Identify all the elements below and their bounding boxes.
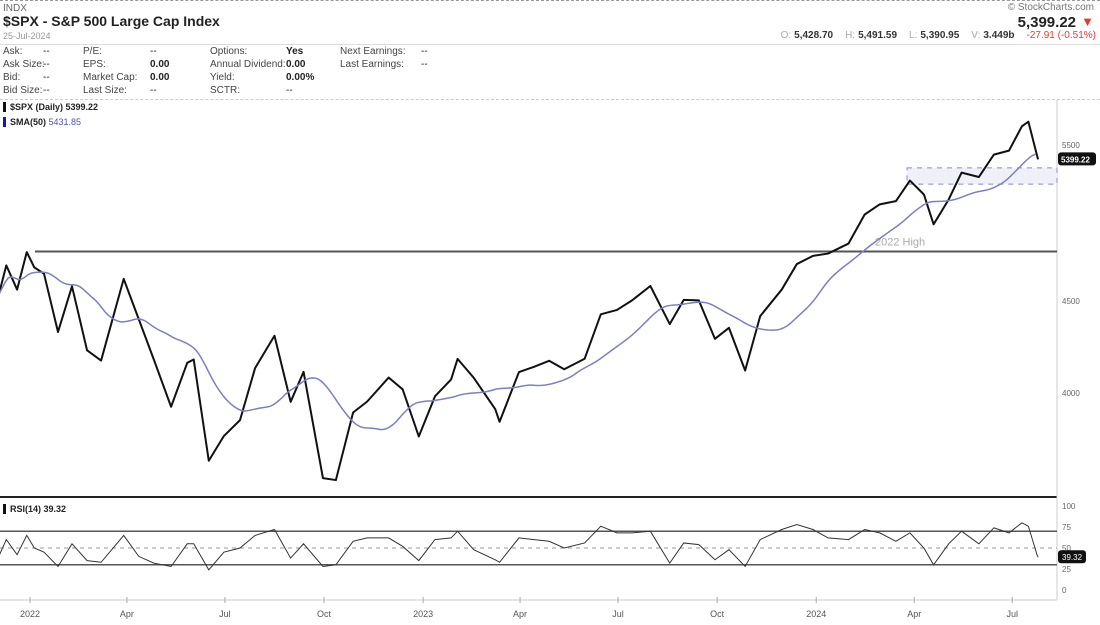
quote-label: Annual Dividend: [210, 59, 286, 70]
quote-label: EPS: [83, 59, 106, 70]
exchange-label: INDX [3, 3, 27, 14]
quote-label: SCTR: [210, 85, 240, 96]
legend-rsi: RSI(14) 39.32 [3, 504, 66, 514]
legend-price: $SPX (Daily) 5399.22 [3, 102, 98, 112]
support-zone [906, 167, 1058, 185]
quote-label: Last Earnings: [340, 59, 404, 70]
ohlc-bar: O: 5,428.70 H: 5,491.59 L: 5,390.95 V: 3.449… [781, 30, 1096, 41]
price-tick-label: 5500 [1062, 141, 1080, 150]
quote-label: Ask: [3, 46, 23, 57]
rsi-tick-label: 100 [1062, 502, 1076, 511]
2022-high-label: 2022 High [875, 236, 925, 248]
low-value: 5,390.95 [920, 30, 960, 41]
sma-value: 5431.85 [48, 117, 82, 127]
volume-label: V: [971, 30, 981, 41]
quote-value: 0.00% [286, 72, 315, 83]
legend-sma: SMA(50) 5431.85 [3, 117, 81, 127]
open-value: 5,428.70 [794, 30, 834, 41]
price-tick-label: 4000 [1062, 389, 1080, 398]
rsi-tick-label: 50 [1062, 544, 1071, 553]
quote-label: Next Earnings: [340, 46, 406, 57]
last-price-tag-label: 5399.22 [1061, 155, 1090, 164]
rsi-tick-label: 0 [1062, 586, 1067, 595]
last-rsi-tag [1058, 550, 1086, 564]
last-rsi-tag-label: 39.32 [1062, 553, 1083, 562]
rsi-tick-label: 75 [1062, 523, 1071, 532]
x-tick-label: Oct [317, 609, 332, 619]
divider [0, 99, 1100, 100]
x-tick-label: Apr [907, 609, 921, 619]
last-price-tag [1058, 152, 1096, 166]
quote-value: 0.00 [150, 59, 170, 70]
quote-label: P/E: [83, 46, 102, 57]
quote-label: Bid Size: [3, 85, 43, 96]
quote-value: -- [43, 85, 50, 96]
stockcharts-logo[interactable]: © StockCharts.com [1007, 2, 1094, 13]
quote-label: Ask Size: [3, 59, 45, 70]
triangle-down-icon: ▼ [1081, 14, 1094, 29]
chart-date: 25-Jul-2024 [3, 31, 51, 41]
last-price: 5,399.22 [1017, 14, 1076, 31]
quote-value: -- [421, 59, 428, 70]
quote-label: Bid: [3, 72, 21, 83]
quote-value: Yes [286, 46, 304, 57]
x-tick-label: Apr [120, 609, 134, 619]
x-tick-label: Apr [513, 609, 527, 619]
high-value: 5,491.59 [858, 30, 898, 41]
quote-label: Yield: [210, 72, 235, 83]
quote-label: Options: [210, 46, 248, 57]
quote-label: Market Cap: [83, 72, 138, 83]
quote-value: -- [421, 46, 428, 57]
high-label: H: [845, 30, 856, 41]
quote-value: -- [286, 85, 293, 96]
x-tick-label: Oct [710, 609, 725, 619]
quote-value: -- [150, 85, 157, 96]
rsi-line [0, 522, 1039, 571]
volume-value: 3.449b [983, 30, 1015, 41]
x-tick-label: 2022 [20, 609, 40, 619]
x-tick-label: Jul [612, 609, 624, 619]
quote-value: -- [150, 46, 157, 57]
x-tick-label: Jul [1006, 609, 1018, 619]
price-tick-label: 4500 [1062, 297, 1080, 306]
price-line [0, 120, 1040, 482]
change-value: -27.91 (-0.51%) [1026, 30, 1096, 41]
quote-value: 0.00 [150, 72, 170, 83]
rsi-tick-label: 25 [1062, 565, 1071, 574]
quote-value: -- [43, 59, 50, 70]
symbol-title: $SPX - S&P 500 Large Cap Index [3, 13, 220, 29]
divider [0, 44, 1100, 45]
x-tick-label: 2023 [413, 609, 433, 619]
x-tick-label: Jul [219, 609, 231, 619]
sma-label: SMA(50) [10, 117, 47, 127]
quote-value: 0.00 [286, 59, 306, 70]
x-tick-label: 2024 [806, 609, 826, 619]
quote-value: -- [43, 72, 50, 83]
quote-label: Last Size: [83, 85, 127, 96]
low-label: L: [909, 30, 918, 41]
sma-line [0, 153, 1037, 431]
quote-value: -- [43, 46, 50, 57]
top-border [0, 0, 1100, 1]
open-label: O: [780, 30, 792, 41]
